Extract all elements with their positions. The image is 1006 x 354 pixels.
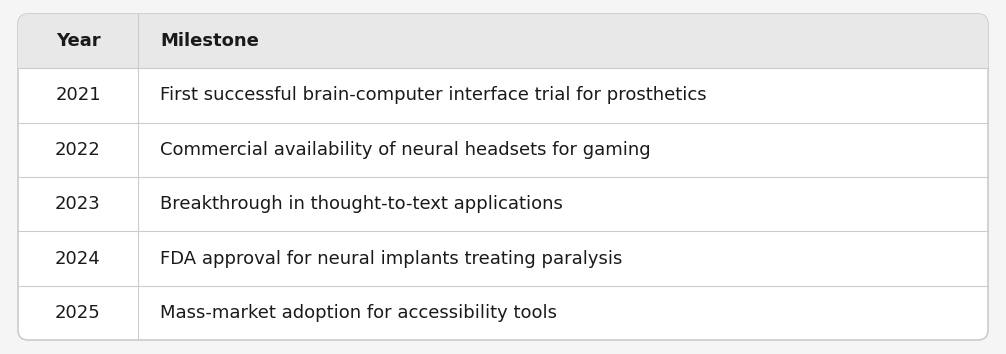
FancyBboxPatch shape: [18, 14, 988, 340]
Text: 2022: 2022: [55, 141, 101, 159]
Text: 2023: 2023: [55, 195, 101, 213]
Text: 2024: 2024: [55, 250, 101, 268]
Text: Mass-market adoption for accessibility tools: Mass-market adoption for accessibility t…: [160, 304, 557, 322]
Text: Milestone: Milestone: [160, 32, 259, 50]
Text: 2025: 2025: [55, 304, 101, 322]
Text: 2021: 2021: [55, 86, 101, 104]
FancyBboxPatch shape: [18, 14, 988, 68]
Text: Year: Year: [55, 32, 101, 50]
Text: Commercial availability of neural headsets for gaming: Commercial availability of neural headse…: [160, 141, 651, 159]
Text: FDA approval for neural implants treating paralysis: FDA approval for neural implants treatin…: [160, 250, 623, 268]
Text: Breakthrough in thought-to-text applications: Breakthrough in thought-to-text applicat…: [160, 195, 563, 213]
Text: First successful brain-computer interface trial for prosthetics: First successful brain-computer interfac…: [160, 86, 706, 104]
Bar: [18, 58, 988, 68]
